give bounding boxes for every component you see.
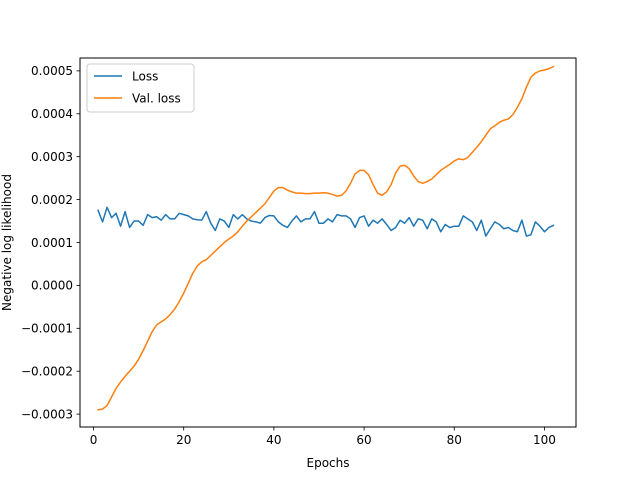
x-tick-label: 100 [533,433,556,447]
y-tick-label: 0.0002 [31,193,73,207]
y-axis: −0.0003 −0.0002 −0.0001 0.0000 0.0001 0.0002 0… [21,64,80,421]
y-tick-label: 0.0003 [31,150,73,164]
x-tick-label: 0 [90,433,98,447]
y-tick-label: 0.0001 [31,236,73,250]
x-axis-label: Epochs [307,456,350,470]
x-tick-label: 80 [447,433,462,447]
legend-label-0: Loss [132,70,158,84]
y-tick-label: −0.0001 [21,322,73,336]
x-tick-label: 20 [176,433,191,447]
y-tick-label: 0.0004 [31,107,73,121]
series-line-0 [97,206,555,237]
y-tick-label: 0.0000 [31,279,73,293]
y-tick-label: −0.0002 [21,365,73,379]
y-tick-label: 0.0005 [31,64,73,78]
legend: Loss Val. loss [86,63,195,113]
x-tick-label: 60 [356,433,371,447]
legend-label-1: Val. loss [132,92,181,106]
x-axis: 0 20 40 60 80 100 [90,427,556,447]
series-line-1 [97,65,555,411]
plot-lines [97,65,555,411]
y-tick-label: −0.0003 [21,407,73,421]
x-tick-label: 40 [266,433,281,447]
y-axis-label: Negative log likelihood [0,174,14,311]
